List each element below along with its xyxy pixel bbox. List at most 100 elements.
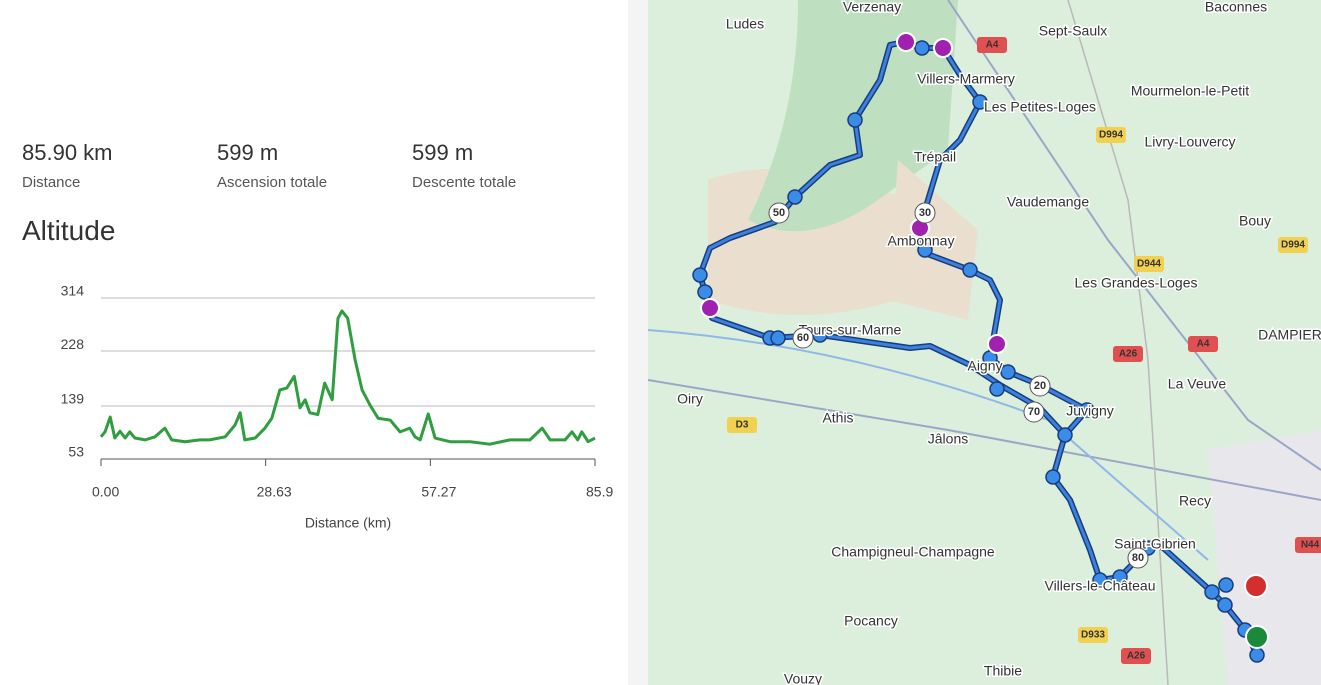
- river: [648, 329, 1209, 561]
- altitude-chart: Distance (km) 53 139 228 314 0.00 28.63 57.27 8…: [61, 283, 614, 531]
- y-tick-label: 53: [68, 444, 84, 460]
- map[interactable]: Verzenay Ludes Sept-Saulx Baconnes Mourmelon…: [648, 0, 1321, 685]
- road-shield: [1295, 537, 1321, 553]
- place-label: Saint-Gibrien: [1114, 536, 1196, 552]
- road-shield: [727, 417, 757, 433]
- place-label: Juvigny: [1066, 403, 1113, 419]
- place-label: Sept-Saulx: [1039, 23, 1107, 39]
- place-label: Aigny: [967, 358, 1002, 374]
- place-label: Champigneul-Champagne: [831, 544, 995, 560]
- place-label: Trépail: [914, 149, 956, 165]
- stat-value: 85.90 km: [22, 140, 113, 165]
- waypoint: [1218, 577, 1234, 593]
- place-label: Ludes: [726, 16, 764, 32]
- road-shield: [1078, 627, 1108, 643]
- km-label: 20: [1034, 380, 1046, 392]
- town: [1208, 430, 1321, 685]
- road-label: A4: [986, 40, 999, 51]
- map-labels: Verzenay Ludes Sept-Saulx Baconnes Mourmelon…: [676, 0, 1321, 685]
- place-label: Tours-sur-Marne: [799, 322, 902, 338]
- x-tick-label: 28.63: [257, 484, 292, 500]
- waypoint: [1045, 469, 1061, 485]
- km-label: 80: [1132, 552, 1144, 564]
- road-shield: [1096, 127, 1126, 143]
- place-label: Athis: [822, 410, 853, 426]
- x-axis-label: Distance (km): [305, 515, 391, 531]
- place-label: Oiry: [677, 391, 703, 407]
- waypoint: [697, 284, 713, 300]
- road-label: D994: [1099, 130, 1123, 141]
- place-label: Mourmelon-le-Petit: [1131, 83, 1249, 99]
- road-shield: [1134, 256, 1164, 272]
- route-panel: 85.90 km Distance 599 m Ascension totale…: [0, 0, 628, 685]
- summit-marker: [700, 298, 720, 318]
- road-shield: [977, 37, 1007, 53]
- km-label: 60: [797, 332, 809, 344]
- y-tick-label: 314: [61, 283, 85, 299]
- divider: [628, 0, 648, 685]
- road-label: N44: [1301, 540, 1320, 551]
- place-label: Villers-le-Château: [1044, 578, 1155, 594]
- summit-marker: [987, 334, 1007, 354]
- km-badge: [914, 202, 936, 224]
- km-badge: [1029, 375, 1051, 397]
- waypoint: [1112, 569, 1128, 585]
- place-label: Verzenay: [843, 0, 901, 15]
- km-badge: [1023, 401, 1045, 423]
- km-badge: [768, 202, 790, 224]
- waypoint: [989, 381, 1005, 397]
- waypoint: [914, 40, 930, 56]
- place-label: Ambonnay: [888, 233, 955, 249]
- place-label: Recy: [1179, 493, 1211, 509]
- place-label: Vaudemange: [1007, 194, 1089, 210]
- x-tick-label: 85.9: [586, 484, 613, 500]
- summit-marker: [896, 32, 916, 52]
- chart-title: Altitude: [22, 215, 116, 246]
- stat-value: 599 m: [412, 140, 474, 165]
- stat-value: 599 m: [217, 140, 279, 165]
- road-label: A4: [1197, 339, 1210, 350]
- place-label: Bouy: [1239, 213, 1271, 229]
- stat: 599 m Ascension totale: [217, 140, 327, 191]
- road-shield: [1278, 237, 1308, 253]
- waypoint: [787, 189, 803, 205]
- stat-label: Ascension totale: [217, 174, 328, 191]
- y-tick-label: 228: [61, 336, 85, 352]
- waypoint: [1057, 427, 1073, 443]
- waypoint: [1000, 364, 1016, 380]
- waypoint: [1204, 584, 1220, 600]
- road: [648, 379, 1321, 501]
- x-tick-label: 57.27: [421, 484, 456, 500]
- stat-label: Distance: [22, 174, 81, 191]
- place-label: Vouzy: [784, 671, 822, 685]
- end-marker: [1244, 574, 1268, 598]
- road-shield: [1113, 346, 1143, 362]
- km-label: 70: [1028, 406, 1040, 418]
- place-label: La Veuve: [1168, 376, 1227, 392]
- place-label: Livry-Louvercy: [1144, 134, 1235, 150]
- road-label: D3: [736, 420, 749, 431]
- waypoint: [962, 262, 978, 278]
- y-tick-label: 139: [61, 391, 85, 407]
- place-label: Jâlons: [928, 431, 968, 447]
- waypoint: [1092, 572, 1108, 588]
- road-shield: [1188, 336, 1218, 352]
- road-label: D944: [1137, 259, 1161, 270]
- road-label: A26: [1119, 349, 1138, 360]
- km-label: 50: [773, 207, 785, 219]
- waypoint: [692, 267, 708, 283]
- start-marker: [1245, 625, 1269, 649]
- road-label: D994: [1281, 240, 1305, 251]
- road-label: A26: [1127, 651, 1146, 662]
- waypoint: [972, 94, 988, 110]
- altitude-line: [99, 309, 596, 446]
- road: [1067, 0, 1169, 685]
- place-label: Villers-Marmery: [917, 71, 1015, 87]
- waypoint: [770, 330, 786, 346]
- waypoint: [1249, 647, 1265, 663]
- waypoint: [1079, 402, 1095, 418]
- vineyard: [888, 160, 978, 320]
- stat: 599 m Descente totale: [412, 140, 516, 191]
- stat-label: Descente totale: [412, 174, 517, 191]
